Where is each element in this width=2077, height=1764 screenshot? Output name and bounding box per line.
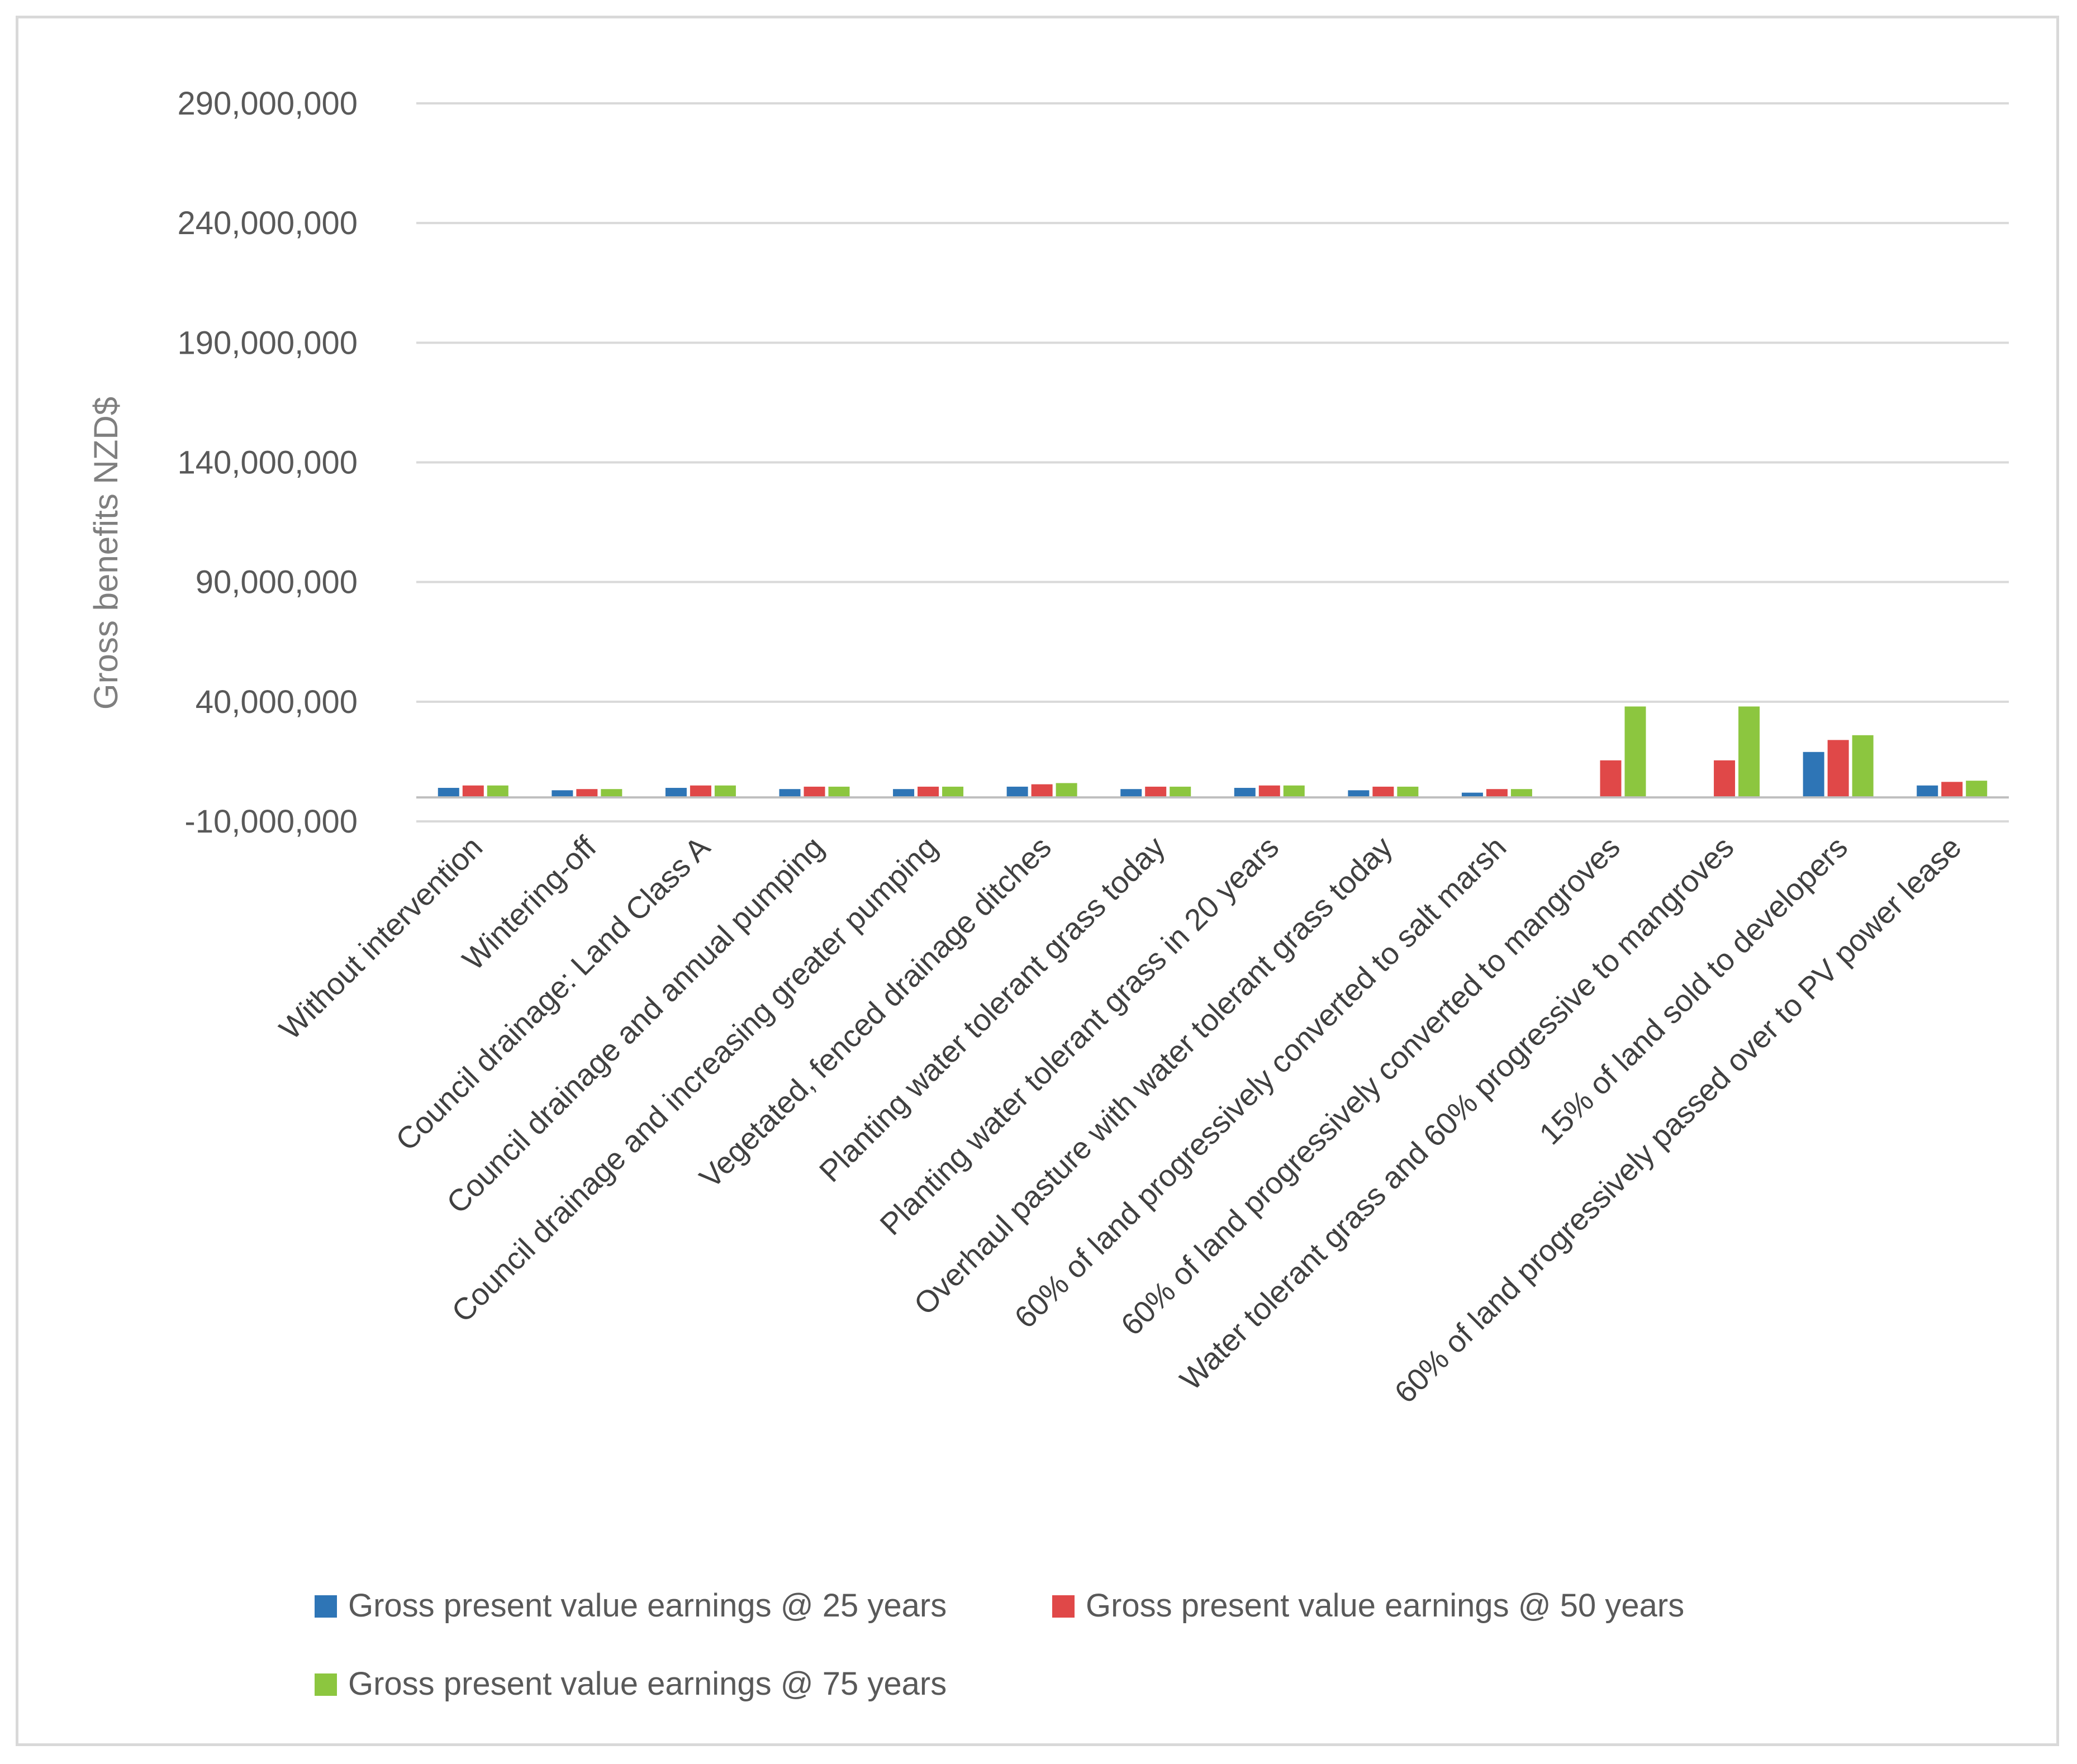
- y-tick-label: 290,000,000: [177, 85, 358, 122]
- bar-50-years: [1714, 760, 1736, 798]
- bar-50-years: [576, 789, 598, 798]
- bar-25-years: [438, 788, 459, 798]
- bar-25-years: [665, 788, 687, 798]
- bar-50-years: [690, 785, 711, 798]
- y-tick-label: -10,000,000: [184, 803, 358, 840]
- y-tick-label: 90,000,000: [196, 564, 358, 601]
- bar-50-years: [1372, 786, 1394, 798]
- bar-25-years: [1348, 790, 1370, 798]
- legend-label: Gross present value earnings @ 75 years: [348, 1666, 947, 1702]
- legend-item: Gross present value earnings @ 25 years: [315, 1587, 947, 1624]
- bar-75-years: [1056, 783, 1077, 798]
- bar-25-years: [1803, 752, 1824, 798]
- x-category-label: Without intervention: [273, 830, 489, 1047]
- bar-50-years: [918, 786, 939, 798]
- bar-50-years: [1600, 760, 1622, 798]
- bar-25-years: [1461, 792, 1483, 798]
- bar-75-years: [601, 789, 622, 798]
- bar-50-years: [462, 785, 484, 798]
- bar-25-years: [1120, 789, 1142, 798]
- legend: Gross present value earnings @ 25 years G…: [315, 1587, 1684, 1702]
- bar-25-years: [552, 790, 573, 798]
- bar-75-years: [828, 786, 850, 798]
- y-tick-label: 40,000,000: [196, 684, 358, 720]
- gridlines: [416, 102, 2009, 822]
- bar-25-years: [779, 789, 801, 798]
- x-category-label: Planting water tolerant grass in 20 year…: [873, 830, 1286, 1242]
- bar-75-years: [1624, 706, 1646, 798]
- bar-75-years: [714, 785, 736, 798]
- bar-75-years: [942, 786, 964, 798]
- bar-75-years: [487, 785, 508, 798]
- bar-50-years: [1031, 784, 1053, 798]
- bar-75-years: [1510, 789, 1532, 798]
- bar-50-years: [1827, 740, 1849, 798]
- y-tick-label: 140,000,000: [177, 445, 358, 481]
- bar-50-years: [1941, 782, 1963, 798]
- legend-label: Gross present value earnings @ 50 years: [1086, 1587, 1684, 1624]
- bar-50-years: [1486, 789, 1508, 798]
- bars: [438, 706, 1988, 798]
- bar-25-years: [1917, 785, 1938, 798]
- y-axis-ticks: 290,000,000 240,000,000 190,000,000 140,000…: [177, 85, 358, 840]
- bar-75-years: [1170, 786, 1191, 798]
- legend-swatch: [315, 1673, 337, 1696]
- legend-swatch: [1052, 1595, 1075, 1618]
- bar-75-years: [1283, 785, 1305, 798]
- legend-label: Gross present value earnings @ 25 years: [348, 1587, 947, 1624]
- bar-25-years: [1234, 788, 1256, 798]
- legend-swatch: [315, 1595, 337, 1618]
- bar-25-years: [1006, 786, 1028, 798]
- bar-50-years: [804, 786, 825, 798]
- bar-75-years: [1738, 706, 1760, 798]
- y-tick-label: 190,000,000: [177, 325, 358, 361]
- bar-75-years: [1852, 735, 1874, 798]
- bar-75-years: [1397, 786, 1419, 798]
- y-tick-label: 240,000,000: [177, 205, 358, 241]
- bar-25-years: [893, 789, 915, 798]
- bar-50-years: [1145, 786, 1167, 798]
- bar-50-years: [1258, 785, 1280, 798]
- legend-item: Gross present value earnings @ 75 years: [315, 1666, 947, 1702]
- x-axis-category-labels: Without interventionWintering-offCouncil…: [273, 829, 1968, 1410]
- legend-item: Gross present value earnings @ 50 years: [1052, 1587, 1684, 1624]
- chart-frame: [16, 16, 2059, 1746]
- y-axis-title: Gross benefits NZD$: [87, 397, 125, 710]
- x-category-label: Water tolerant grass and 60% progressive…: [1173, 830, 1740, 1397]
- bar-75-years: [1966, 781, 1988, 798]
